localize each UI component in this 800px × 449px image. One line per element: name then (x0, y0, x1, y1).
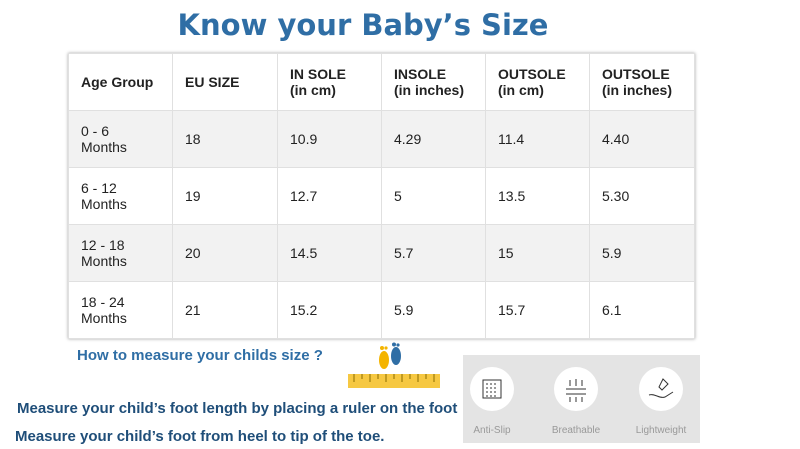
feature: Anti-Slip (452, 367, 532, 436)
table-cell: 20 (172, 224, 278, 282)
header-row: Age Group EU SIZE IN SOLE (in cm) INSOLE (i… (68, 53, 695, 111)
cell-value: 15.2 (290, 302, 318, 318)
cell-value: 20 (185, 245, 201, 261)
cell-value: 10.9 (290, 131, 318, 147)
cell-value: 5.30 (602, 188, 630, 204)
cell-value: 4.29 (394, 131, 422, 147)
feature: Lightweight (621, 367, 701, 436)
title: Know your Baby’s Size (177, 8, 549, 42)
cell-value: 19 (185, 188, 201, 204)
column-header: EU SIZE (172, 53, 278, 111)
cell-value: 5.9 (394, 302, 414, 318)
cell-value: 21 (185, 302, 201, 318)
cell-value: 5.7 (394, 245, 414, 261)
cell-value: 18 (185, 131, 201, 147)
age-group: 12 - 18 Months (81, 237, 127, 269)
cell-value: 4.40 (602, 131, 630, 147)
table-cell: 14.5 (277, 224, 382, 282)
column-header: OUTSOLE (in cm) (485, 53, 590, 111)
cell-value: 12.7 (290, 188, 318, 204)
feature-label: Breathable (551, 425, 601, 436)
breathable-icon (566, 379, 586, 402)
table-cell: 15.7 (485, 281, 590, 339)
column-header: OUTSOLE (in inches) (589, 53, 695, 111)
column-header: INSOLE (in inches) (381, 53, 486, 111)
lightweight-icon (648, 378, 674, 398)
anti-slip-icon (482, 379, 502, 399)
feature: Breathable (536, 367, 616, 436)
table-cell: 4.29 (381, 110, 486, 168)
cell-value: 13.5 (498, 188, 526, 204)
guide-heading: How to measure your childs size ? (77, 347, 323, 364)
feature-label: Lightweight (635, 425, 687, 436)
table-cell: 4.40 (589, 110, 695, 168)
column-header: Age Group (68, 53, 173, 111)
table-cell: 6.1 (589, 281, 695, 339)
age-group: 18 - 24 Months (81, 294, 127, 326)
table-cell: 13.5 (485, 167, 590, 225)
table-cell: 5.9 (589, 224, 695, 282)
age-group: 6 - 12 Months (81, 180, 127, 212)
guide-step: Measure your child’s foot length by plac… (17, 400, 458, 417)
feature-label: Anti-Slip (473, 425, 511, 436)
table-cell: 18 - 24 Months (68, 281, 173, 339)
cell-value: 6.1 (602, 302, 622, 318)
table-cell: 18 (172, 110, 278, 168)
table-row: 6 - 12 Months 19 12.7 5 13.5 5.30 (68, 167, 695, 225)
table-cell: 5.9 (381, 281, 486, 339)
table-cell: 21 (172, 281, 278, 339)
table-cell: 11.4 (485, 110, 590, 168)
table-cell: 5 (381, 167, 486, 225)
table-cell: 5.30 (589, 167, 695, 225)
table-row: 12 - 18 Months 20 14.5 5.7 15 5.9 (68, 224, 695, 282)
age-group: 0 - 6 Months (81, 123, 127, 155)
size-table: Age Group EU SIZE IN SOLE (in cm) INSOLE (i… (68, 53, 695, 339)
table-cell: 19 (172, 167, 278, 225)
table-cell: 12 - 18 Months (68, 224, 173, 282)
table-cell: 0 - 6 Months (68, 110, 173, 168)
table-cell: 15 (485, 224, 590, 282)
cell-value: 11.4 (498, 131, 525, 147)
cell-value: 15 (498, 245, 514, 261)
table-row: 0 - 6 Months 18 10.9 4.29 11.4 4.40 (68, 110, 695, 168)
table-cell: 15.2 (277, 281, 382, 339)
cell-value: 5.9 (602, 245, 622, 261)
table-cell: 10.9 (277, 110, 382, 168)
cell-value: 15.7 (498, 302, 526, 318)
cell-value: 5 (394, 188, 402, 204)
table-cell: 6 - 12 Months (68, 167, 173, 225)
table-cell: 5.7 (381, 224, 486, 282)
table-cell: 12.7 (277, 167, 382, 225)
table-row: 18 - 24 Months 21 15.2 5.9 15.7 6.1 (68, 281, 695, 339)
cell-value: 14.5 (290, 245, 318, 261)
features-panel: Anti-Slip Breathable Lightweight (463, 355, 700, 443)
ruler-icon (348, 342, 440, 388)
guide-step: Measure your child’s foot from heel to t… (15, 428, 385, 445)
column-header: IN SOLE (in cm) (277, 53, 382, 111)
